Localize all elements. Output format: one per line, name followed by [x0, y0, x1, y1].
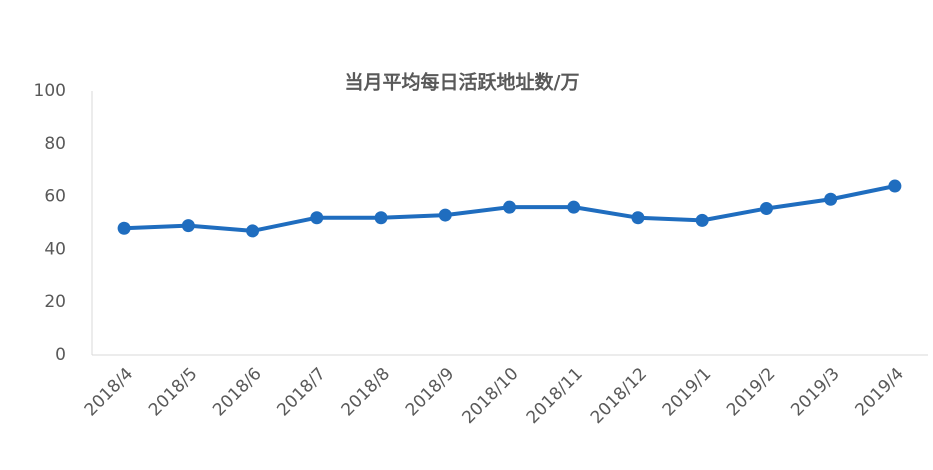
x-tick-label: 2019/4	[852, 364, 908, 420]
x-tick-label: 2018/10	[458, 364, 522, 428]
marker	[117, 221, 131, 235]
x-tick-label: 2018/12	[587, 364, 651, 428]
marker	[374, 211, 388, 225]
x-tick-label: 2018/5	[145, 364, 201, 420]
marker	[503, 200, 516, 214]
y-tick-label: 60	[44, 187, 66, 207]
x-tick-label: 2019/3	[787, 364, 843, 420]
marker	[759, 201, 773, 215]
x-tick-label: 2019/2	[723, 364, 779, 420]
chart-title: 当月平均每日活跃地址数/万	[345, 71, 580, 94]
marker	[246, 224, 260, 238]
marker	[567, 200, 581, 214]
y-tick-label: 100	[34, 81, 66, 101]
y-tick-label: 40	[44, 239, 66, 259]
marker	[181, 219, 195, 233]
marker	[631, 211, 645, 225]
marker	[824, 192, 838, 206]
x-tick-label: 2018/9	[402, 364, 458, 420]
x-tick-label: 2018/6	[209, 364, 265, 420]
y-tick-label: 80	[44, 134, 66, 154]
x-tick-label: 2018/8	[338, 364, 394, 420]
x-tick-label: 2018/4	[81, 364, 137, 420]
marker	[438, 208, 452, 222]
x-tick-label: 2019/1	[659, 364, 715, 420]
marker	[310, 211, 324, 225]
x-tick-label: 2018/7	[273, 364, 329, 420]
y-tick-label: 20	[44, 292, 66, 312]
marker	[695, 213, 709, 227]
marker	[888, 179, 902, 193]
x-tick-label: 2018/11	[523, 364, 587, 428]
y-tick-label: 0	[55, 345, 66, 365]
